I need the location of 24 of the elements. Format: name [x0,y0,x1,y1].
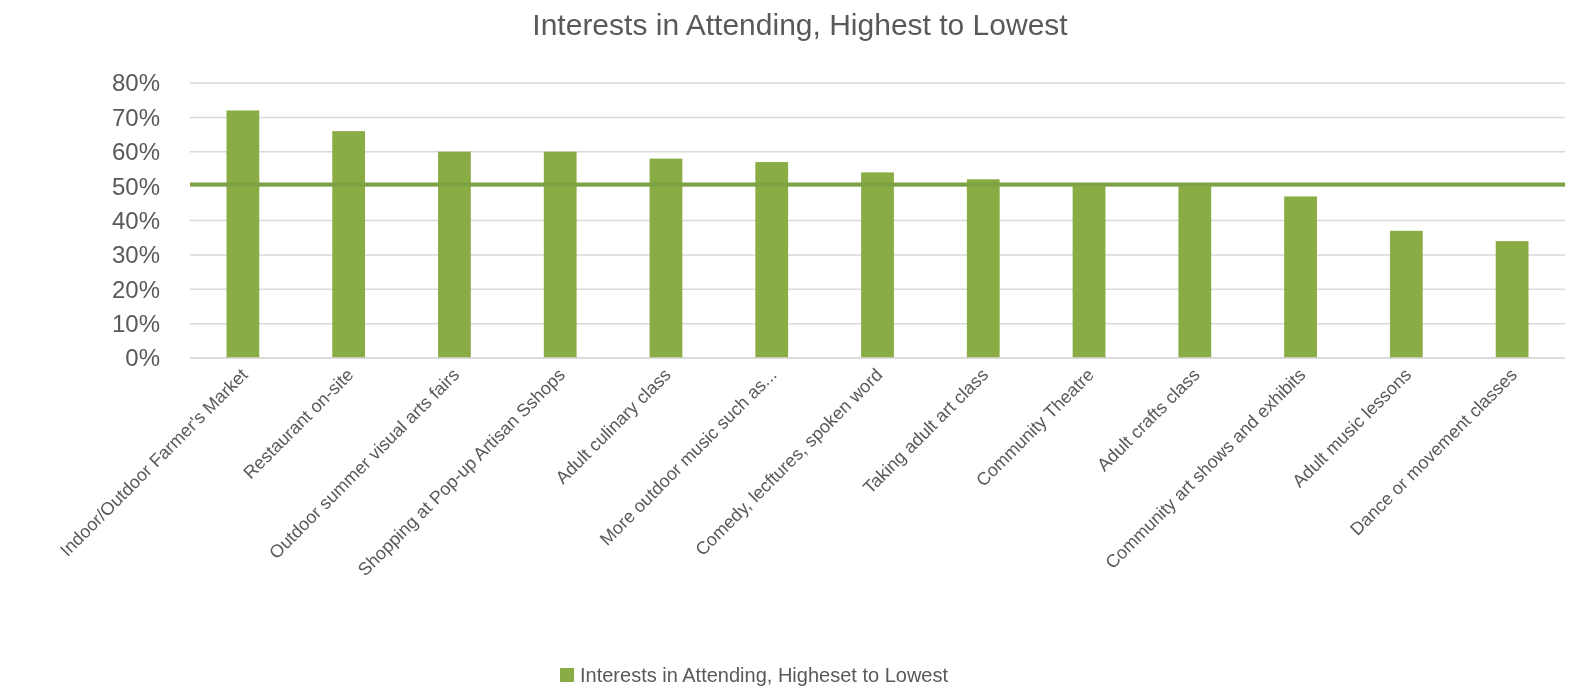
y-tick-label: 70% [111,103,160,131]
bar [1178,186,1212,358]
y-tick-label: 40% [111,206,160,234]
bar [649,158,683,358]
bar [1072,186,1106,358]
bar [1284,196,1317,358]
y-tick-label: 50% [111,172,160,200]
y-tick-label: 60% [111,138,160,166]
bar [1389,230,1423,358]
bar [226,110,260,358]
bar [438,151,471,358]
bar [755,162,789,358]
bar [543,151,577,358]
y-tick-label: 30% [111,241,160,269]
bar [1495,241,1529,358]
bar [861,172,894,358]
bar [332,131,366,358]
bar [966,179,1000,358]
y-tick-label: 20% [111,275,160,303]
y-tick-label: 80% [111,69,160,97]
y-tick-label: 0% [125,344,160,372]
y-tick-label: 10% [111,310,160,338]
legend-label: Interests in Attending, Higheset to Lowest [580,664,949,686]
chart-title: Interests in Attending, Highest to Lowest [532,8,1069,41]
